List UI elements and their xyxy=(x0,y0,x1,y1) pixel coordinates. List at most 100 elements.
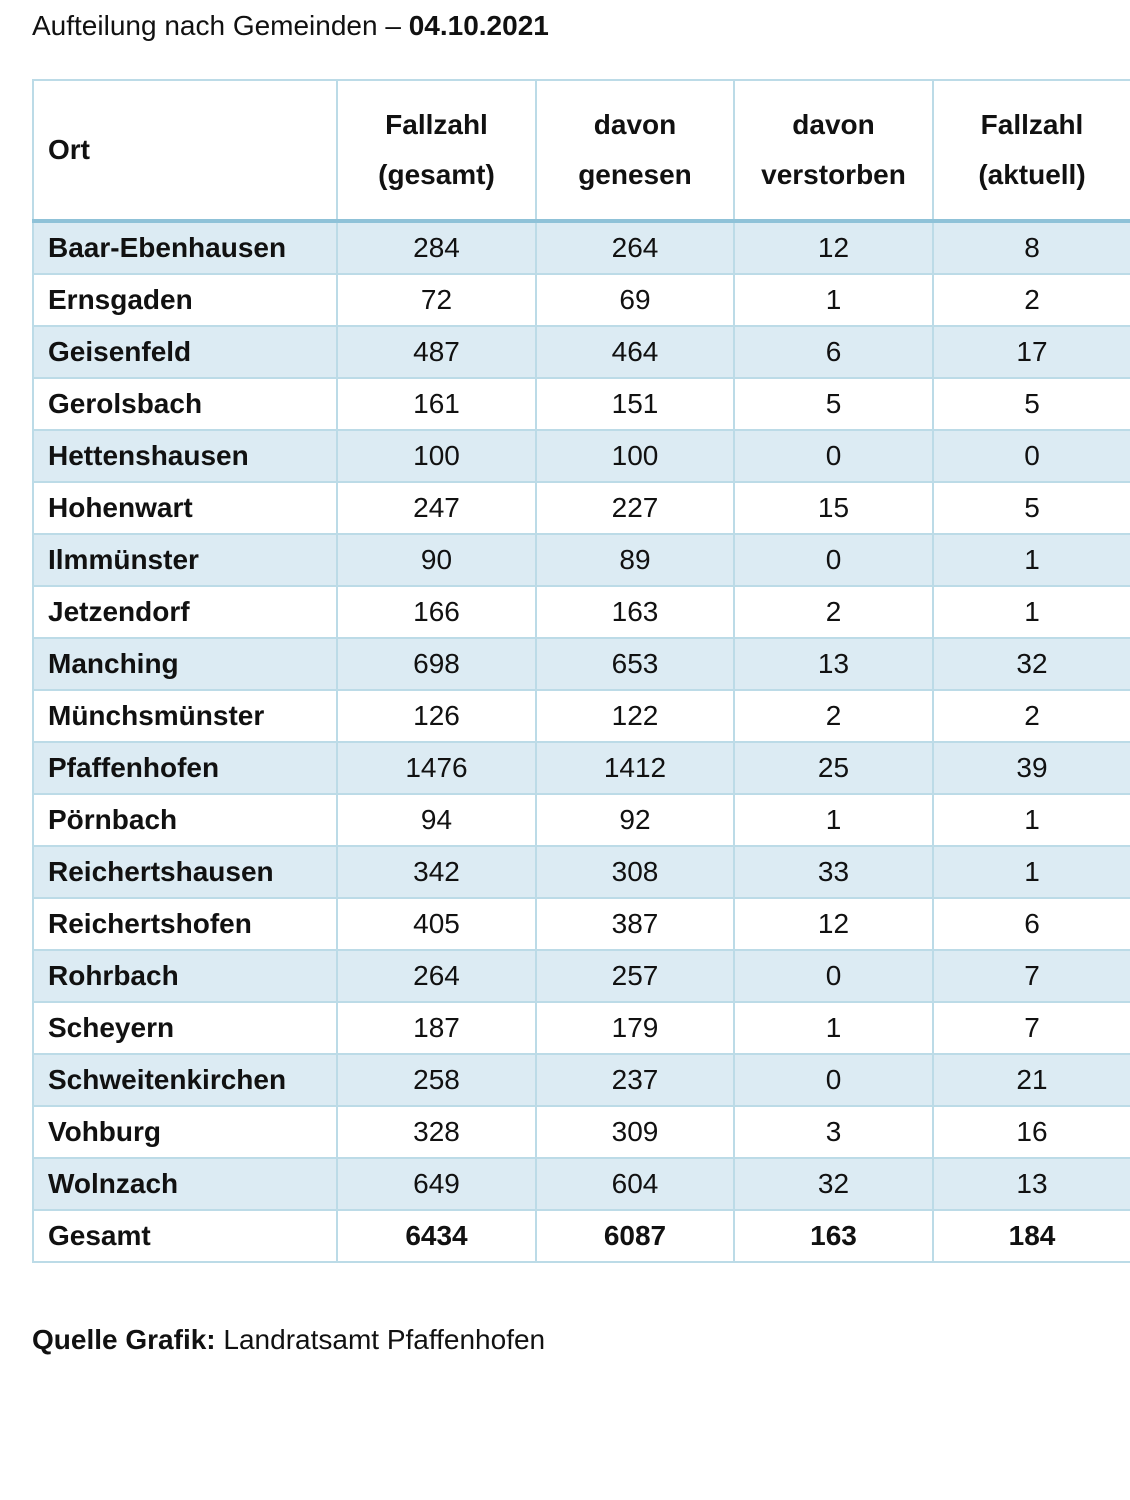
cell-gesamt: 1476 xyxy=(336,741,537,795)
cell-verstorben: 5 xyxy=(733,377,934,431)
cell-gesamt: 90 xyxy=(336,533,537,587)
cell-ort: Reichertshofen xyxy=(32,897,338,951)
cell-ort: Rohrbach xyxy=(32,949,338,1003)
cell-ort: Ilmmünster xyxy=(32,533,338,587)
cell-genesen: 604 xyxy=(535,1157,735,1211)
cell-genesen: 69 xyxy=(535,273,735,327)
cell-aktuell: 21 xyxy=(932,1053,1130,1107)
table-row: Vohburg 328 309 3 16 xyxy=(32,1105,1130,1159)
cell-aktuell: 2 xyxy=(932,689,1130,743)
header-fallzahl-aktuell-line2: (aktuell) xyxy=(978,159,1086,190)
cell-genesen: 6087 xyxy=(535,1209,735,1263)
header-verstorben: davon verstorben xyxy=(733,79,934,223)
cell-gesamt: 328 xyxy=(336,1105,537,1159)
cell-verstorben: 13 xyxy=(733,637,934,691)
table-row: Jetzendorf 166 163 2 1 xyxy=(32,585,1130,639)
cell-verstorben: 15 xyxy=(733,481,934,535)
source-note: Quelle Grafik: Landratsamt Pfaffenhofen xyxy=(32,1322,545,1358)
table-row: Schweitenkirchen 258 237 0 21 xyxy=(32,1053,1130,1107)
source-text: Landratsamt Pfaffenhofen xyxy=(215,1324,546,1355)
cell-genesen: 264 xyxy=(535,220,735,275)
cell-genesen: 308 xyxy=(535,845,735,899)
cell-aktuell: 1 xyxy=(932,533,1130,587)
cell-aktuell: 17 xyxy=(932,325,1130,379)
header-fallzahl-gesamt: Fallzahl (gesamt) xyxy=(336,79,537,223)
title-text: Aufteilung nach Gemeinden – xyxy=(32,10,409,41)
cell-verstorben: 12 xyxy=(733,220,934,275)
cell-ort: Manching xyxy=(32,637,338,691)
cell-aktuell: 6 xyxy=(932,897,1130,951)
cell-aktuell: 32 xyxy=(932,637,1130,691)
cell-genesen: 179 xyxy=(535,1001,735,1055)
cell-gesamt: 264 xyxy=(336,949,537,1003)
cell-ort: Wolnzach xyxy=(32,1157,338,1211)
cell-aktuell: 2 xyxy=(932,273,1130,327)
cell-verstorben: 0 xyxy=(733,533,934,587)
cell-gesamt: 258 xyxy=(336,1053,537,1107)
header-ort-label: Ort xyxy=(48,134,90,165)
header-fallzahl-aktuell: Fallzahl (aktuell) xyxy=(932,79,1130,223)
cell-verstorben: 2 xyxy=(733,585,934,639)
cell-aktuell: 5 xyxy=(932,481,1130,535)
table-row: Hohenwart 247 227 15 5 xyxy=(32,481,1130,535)
header-verstorben-line2: verstorben xyxy=(761,159,906,190)
table-row: Scheyern 187 179 1 7 xyxy=(32,1001,1130,1055)
cell-gesamt: 166 xyxy=(336,585,537,639)
table-row: Wolnzach 649 604 32 13 xyxy=(32,1157,1130,1211)
header-row: Ort Fallzahl (gesamt) davon genesen davon v… xyxy=(32,79,1130,223)
cell-verstorben: 33 xyxy=(733,845,934,899)
cell-gesamt: 649 xyxy=(336,1157,537,1211)
header-fallzahl-gesamt-line1: Fallzahl xyxy=(385,109,488,140)
cell-aktuell: 16 xyxy=(932,1105,1130,1159)
table-row: Münchsmünster 126 122 2 2 xyxy=(32,689,1130,743)
cell-verstorben: 25 xyxy=(733,741,934,795)
cell-genesen: 387 xyxy=(535,897,735,951)
table-row: Pörnbach 94 92 1 1 xyxy=(32,793,1130,847)
cell-verstorben: 0 xyxy=(733,1053,934,1107)
cell-ort: Pfaffenhofen xyxy=(32,741,338,795)
table-row: Gerolsbach 161 151 5 5 xyxy=(32,377,1130,431)
cell-verstorben: 0 xyxy=(733,949,934,1003)
cell-verstorben: 6 xyxy=(733,325,934,379)
cell-gesamt: 161 xyxy=(336,377,537,431)
cell-genesen: 122 xyxy=(535,689,735,743)
cell-genesen: 237 xyxy=(535,1053,735,1107)
cell-gesamt: 487 xyxy=(336,325,537,379)
cell-gesamt: 6434 xyxy=(336,1209,537,1263)
cell-gesamt: 100 xyxy=(336,429,537,483)
header-genesen: davon genesen xyxy=(535,79,735,223)
cell-verstorben: 3 xyxy=(733,1105,934,1159)
cell-genesen: 1412 xyxy=(535,741,735,795)
cell-verstorben: 1 xyxy=(733,273,934,327)
cell-gesamt: 342 xyxy=(336,845,537,899)
cell-ort: Pörnbach xyxy=(32,793,338,847)
header-genesen-line2: genesen xyxy=(578,159,692,190)
cell-verstorben: 2 xyxy=(733,689,934,743)
cell-ort: Gesamt xyxy=(32,1209,338,1263)
cell-aktuell: 5 xyxy=(932,377,1130,431)
cell-aktuell: 184 xyxy=(932,1209,1130,1263)
cell-genesen: 151 xyxy=(535,377,735,431)
header-fallzahl-gesamt-line2: (gesamt) xyxy=(378,159,495,190)
cell-gesamt: 187 xyxy=(336,1001,537,1055)
cell-gesamt: 698 xyxy=(336,637,537,691)
header-verstorben-line1: davon xyxy=(792,109,875,140)
cell-aktuell: 8 xyxy=(932,220,1130,275)
cell-verstorben: 1 xyxy=(733,1001,934,1055)
cell-genesen: 653 xyxy=(535,637,735,691)
cell-ort: Scheyern xyxy=(32,1001,338,1055)
cell-aktuell: 7 xyxy=(932,1001,1130,1055)
cell-aktuell: 13 xyxy=(932,1157,1130,1211)
cell-verstorben: 12 xyxy=(733,897,934,951)
table-row: Rohrbach 264 257 0 7 xyxy=(32,949,1130,1003)
table-row: Ilmmünster 90 89 0 1 xyxy=(32,533,1130,587)
cell-genesen: 257 xyxy=(535,949,735,1003)
cell-ort: Gerolsbach xyxy=(32,377,338,431)
cell-genesen: 227 xyxy=(535,481,735,535)
cell-ort: Ernsgaden xyxy=(32,273,338,327)
header-genesen-line1: davon xyxy=(593,109,677,140)
cell-genesen: 309 xyxy=(535,1105,735,1159)
cell-ort: Hohenwart xyxy=(32,481,338,535)
cell-genesen: 100 xyxy=(535,429,735,483)
cell-ort: Hettenshausen xyxy=(32,429,338,483)
